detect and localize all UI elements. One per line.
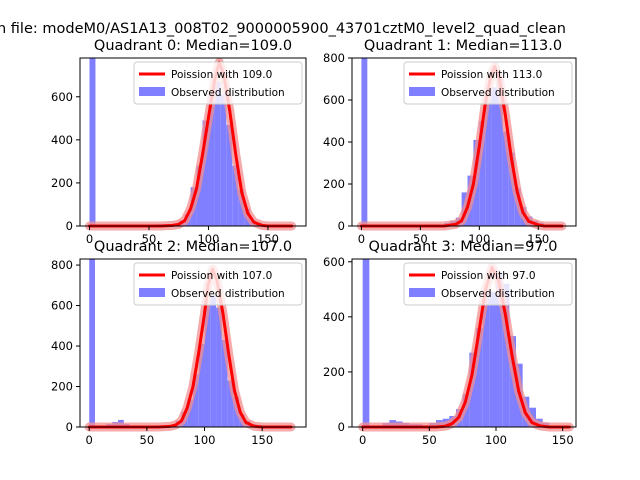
q2-legend-bar-swatch bbox=[139, 288, 165, 297]
q2-x-tick-label: 100 bbox=[194, 433, 216, 447]
q2-hist-bar bbox=[193, 374, 199, 427]
q1-y-tick-label: 200 bbox=[323, 177, 345, 191]
q2-y-tick-label: 800 bbox=[51, 258, 73, 272]
q2-hist-bar bbox=[227, 380, 234, 427]
q3-x-tick-label: 0 bbox=[359, 433, 366, 447]
q2-hist-bar bbox=[204, 305, 211, 427]
q2-axes-frame bbox=[79, 258, 307, 428]
q3-x-tick-label: 50 bbox=[422, 433, 437, 447]
q3-y-tick-label: 0 bbox=[338, 420, 345, 434]
q3-legend-bar-label: Observed distribution bbox=[441, 288, 555, 300]
q1-y-tick-label: 600 bbox=[323, 93, 345, 107]
q0-y-tick-label: 600 bbox=[51, 90, 73, 104]
q0-hist-bar bbox=[214, 81, 221, 226]
q3-hist-bar bbox=[502, 283, 510, 427]
q2-hist-bar bbox=[89, 259, 95, 427]
q3-y-tick-label: 200 bbox=[323, 365, 345, 379]
quadrant-0-title: Quadrant 0: Median=109.0 bbox=[94, 38, 292, 54]
quadrant-2-title: Quadrant 2: Median=107.0 bbox=[94, 239, 292, 255]
q1-x-tick-label: 100 bbox=[468, 232, 490, 246]
q0-hist-bar bbox=[238, 189, 245, 226]
q3-x-tick-label: 150 bbox=[552, 433, 574, 447]
q2-x-tick-label: 0 bbox=[86, 433, 93, 447]
q1-hist-bar bbox=[508, 152, 515, 226]
q2-hist-bar bbox=[221, 339, 228, 427]
q2-y-tick-label: 0 bbox=[66, 420, 73, 434]
q3-axes-frame bbox=[351, 258, 577, 428]
q1-hist-bar bbox=[491, 87, 498, 227]
q0-hist-bar bbox=[196, 165, 203, 226]
q0-y-tick-label: 200 bbox=[51, 176, 73, 190]
q2-hist-bar bbox=[210, 295, 217, 427]
q1-hist-bar bbox=[497, 79, 503, 226]
q1-hist-bar bbox=[502, 131, 509, 226]
q3-hist-bar bbox=[489, 292, 496, 427]
q0-x-tick-label: 100 bbox=[197, 232, 219, 246]
q0-hist-bar bbox=[226, 124, 233, 226]
q3-x-tick-label: 100 bbox=[485, 433, 507, 447]
q1-hist-bar bbox=[479, 121, 486, 226]
q2-y-tick-label: 600 bbox=[51, 299, 73, 313]
q3-hist-bar bbox=[496, 272, 503, 427]
q1-hist-bar bbox=[361, 58, 368, 226]
q1-y-tick-label: 400 bbox=[323, 135, 345, 149]
q0-y-tick-label: 400 bbox=[51, 133, 73, 147]
q3-y-tick-label: 400 bbox=[323, 310, 345, 324]
q0-hist-bar bbox=[232, 165, 239, 226]
q0-legend-bar-label: Observed distribution bbox=[171, 87, 285, 99]
q0-hist-bar bbox=[220, 94, 227, 226]
quadrant-1-panel: 0 50 100 150 0 200 400 600 800 Poission with 113.… bbox=[323, 38, 577, 246]
q1-x-tick-label: 150 bbox=[527, 232, 549, 246]
q0-legend-bar-swatch bbox=[139, 87, 165, 96]
q1-x-tick-label: 0 bbox=[358, 232, 365, 246]
q1-legend-box bbox=[403, 61, 573, 105]
q0-hist-bar bbox=[202, 120, 209, 226]
q0-x-tick-label: 50 bbox=[142, 232, 157, 246]
q1-legend-bar-label: Observed distribution bbox=[441, 87, 555, 99]
quadrant-3-panel: 0 50 100 150 0 200 400 600 Poission with 97.0 Obs… bbox=[323, 239, 577, 447]
q2-legend-line-label: Poission with 107.0 bbox=[171, 270, 272, 282]
q2-y-tick-label: 200 bbox=[51, 380, 73, 394]
q2-x-tick-label: 150 bbox=[251, 433, 273, 447]
q1-hist-bar bbox=[485, 100, 492, 226]
q1-x-tick-label: 50 bbox=[413, 232, 428, 246]
q0-legend-line-label: Poission with 109.0 bbox=[171, 69, 272, 81]
q1-legend-line-label: Poission with 113.0 bbox=[441, 69, 542, 81]
q0-hist-bar bbox=[208, 92, 215, 226]
quadrant-3-title: Quadrant 3: Median=97.0 bbox=[369, 239, 558, 255]
q1-y-tick-label: 800 bbox=[323, 51, 345, 65]
q3-legend-line-label: Poission with 97.0 bbox=[441, 270, 536, 282]
q1-y-tick-label: 0 bbox=[338, 219, 345, 233]
quadrant-1-title: Quadrant 1: Median=113.0 bbox=[364, 38, 562, 54]
q0-y-tick-label: 0 bbox=[66, 219, 73, 233]
q3-hist-bar bbox=[362, 259, 370, 427]
q2-legend-bar-label: Observed distribution bbox=[171, 288, 285, 300]
q2-hist-bar bbox=[216, 307, 222, 427]
q2-hist-bar bbox=[198, 344, 205, 427]
quadrant-0-panel: 0 50 100 150 0 200 400 600 Poission with 109.0 Ob… bbox=[51, 38, 307, 246]
q2-y-tick-label: 400 bbox=[51, 339, 73, 353]
q0-x-tick-label: 150 bbox=[257, 232, 279, 246]
q3-hist-bar bbox=[476, 327, 483, 427]
q3-hist-bar bbox=[482, 289, 490, 427]
q2-hist-bar bbox=[187, 399, 193, 427]
figure-title: n file: modeM0/AS1A13_008T02_9000005900_… bbox=[0, 21, 566, 37]
q0-legend-box bbox=[133, 61, 303, 105]
q0-x-tick-label: 0 bbox=[86, 232, 93, 246]
q2-legend-box bbox=[133, 262, 303, 306]
q2-x-tick-label: 50 bbox=[140, 433, 155, 447]
q0-hist-bar bbox=[89, 58, 96, 226]
q1-legend-bar-swatch bbox=[409, 87, 435, 96]
q3-legend-box bbox=[403, 262, 573, 306]
q3-y-tick-label: 600 bbox=[323, 255, 345, 269]
q0-axes-frame bbox=[79, 57, 307, 227]
quadrant-2-panel: 0 50 100 150 0 200 400 600 800 Poission with 107.… bbox=[51, 239, 307, 447]
q3-legend-bar-swatch bbox=[409, 288, 435, 297]
